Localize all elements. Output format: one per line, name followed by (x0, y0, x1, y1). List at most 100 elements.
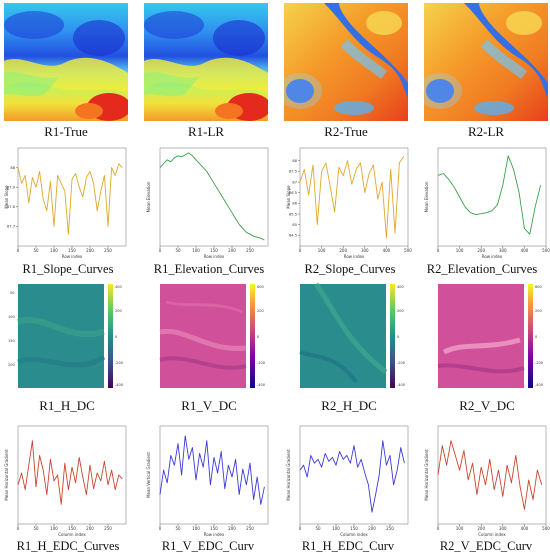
panel-r1-v-dc: 600 200 0 -200 -400 (146, 282, 272, 394)
series-line (299, 156, 405, 238)
x-tick-label: 100 (318, 248, 326, 253)
svg-text:400: 400 (397, 285, 404, 289)
caption-r2-v-dc: R2_V_DC (459, 398, 515, 413)
chart-r2-elevation: 0 100 200 300 400 500 Row index Mean Elevation (424, 147, 550, 259)
x-tick-label: 0 (437, 526, 440, 531)
panel-r2-v-dc: 600 200 0 -200 -400 (424, 282, 550, 394)
caption-r1-true: R1-True (44, 124, 88, 139)
heatmap-r1-v-dc: 600 200 0 -200 -400 (159, 284, 265, 388)
series-line (159, 435, 265, 505)
x-tick-label: 250 (104, 248, 112, 253)
chart-r1-h-edc: 0 50 100 150 200 250 Column index Mean Horizont… (4, 425, 127, 537)
x-tick-label: 0 (437, 248, 440, 253)
x-tick-label: 150 (210, 248, 218, 253)
x-tick-label: 250 (386, 526, 394, 531)
x-tick-label: 100 (456, 526, 464, 531)
caption-r1-v-edc: R1_V_EDC_Curv (161, 539, 255, 553)
x-tick-label: 0 (159, 248, 162, 253)
panel-r1-h-dc: 400 200 0 -200 -400 50 100 150 200 (4, 282, 130, 394)
heatmap-r2-h-dc: 400 200 0 -200 -400 (299, 282, 405, 388)
x-tick-label: 150 (350, 526, 358, 531)
caption-r2-slope: R2_Slope_Curves (304, 262, 396, 276)
caption-r2-lr: R2-LR (467, 124, 505, 139)
svg-text:0: 0 (397, 335, 399, 339)
x-tick-label: 300 (499, 526, 507, 531)
x-tick-label: 200 (86, 248, 94, 253)
x-tick-label: 250 (246, 248, 254, 253)
svg-text:600: 600 (535, 285, 542, 289)
x-tick-label: 200 (477, 248, 485, 253)
plot-frame (159, 147, 269, 247)
svg-text:-400: -400 (397, 383, 405, 387)
svg-text:-200: -200 (257, 361, 265, 365)
y-axis-label: Mean Horizontal Gradient (424, 449, 429, 501)
plot-frame (299, 147, 409, 247)
svg-text:0: 0 (535, 335, 537, 339)
svg-text:200: 200 (535, 309, 542, 313)
caption-r1-elevation: R1_Elevation_Curves (153, 262, 265, 276)
svg-text:600: 600 (257, 285, 264, 289)
x-tick-label: 500 (542, 526, 550, 531)
x-axis-label: Row index (204, 254, 225, 259)
y-axis-label: Mean Slope (286, 185, 291, 209)
x-tick-label: 200 (86, 526, 94, 531)
x-tick-label: 0 (299, 526, 302, 531)
panel-r1-true (4, 3, 128, 121)
x-axis-label: Column index (58, 532, 86, 537)
chart-r2-v-edc: 0 100 200 300 400 500 Column index Mean Horizon… (424, 425, 550, 537)
x-tick-label: 500 (542, 248, 550, 253)
svg-text:-400: -400 (535, 383, 543, 387)
panel-r1-elevation: 0 50 100 150 200 250 Row index Mean Elevation (146, 142, 272, 260)
panel-r2-elevation: 0 100 200 300 400 500 Row index Mean Elevation (424, 142, 550, 260)
x-tick-label: 50 (175, 526, 181, 531)
chart-r2-slope: 0 100 200 300 400 500 84.5 85 85.5 86 86.5 87 87.5 88… (286, 147, 412, 259)
x-tick-label: 100 (192, 526, 200, 531)
series-line (17, 440, 123, 505)
series-line (437, 440, 543, 510)
svg-text:-200: -200 (115, 361, 123, 365)
svg-text:-400: -400 (257, 383, 265, 387)
panel-r2-true (284, 3, 408, 121)
x-tick-label: 200 (228, 526, 236, 531)
x-tick-label: 150 (68, 526, 76, 531)
x-tick-label: 500 (404, 248, 412, 253)
chart-r1-h-edc-b: 0 50 100 150 200 250 Column index Mean Horizont… (286, 425, 409, 537)
x-tick-label: 200 (339, 248, 347, 253)
y-axis-label: Mean Horizontal Gradient (4, 449, 9, 501)
x-axis-label: Row index (344, 254, 365, 259)
x-tick-label: 50 (175, 248, 181, 253)
svg-text:100: 100 (8, 315, 15, 319)
caption-r1-lr: R1-LR (187, 124, 225, 139)
series-line (299, 440, 405, 513)
y-tick-label: 87 (292, 180, 297, 184)
caption-r1-h-edc-b: R1_H_EDC_Curv (301, 539, 395, 553)
svg-text:-400: -400 (115, 383, 123, 387)
x-tick-label: 300 (361, 248, 369, 253)
svg-text:400: 400 (115, 285, 122, 289)
y-tick-label: 88 (292, 159, 297, 163)
x-tick-label: 100 (50, 526, 58, 531)
x-tick-label: 400 (521, 248, 529, 253)
x-axis-label: Row index (482, 254, 503, 259)
caption-r1-v-dc: R1_V_DC (181, 398, 237, 413)
y-tick-label: 86 (292, 202, 297, 206)
x-tick-label: 0 (159, 526, 162, 531)
panel-r1-h-edc: 0 50 100 150 200 250 Column index Mean Horizont… (4, 420, 130, 538)
caption-r2-true: R2-True (324, 124, 368, 139)
svg-text:200: 200 (397, 309, 404, 313)
chart-r1-v-edc: 0 50 100 150 200 250 Row index Mean Vertical Gr… (146, 425, 269, 537)
x-tick-label: 200 (228, 248, 236, 253)
y-tick-label: 86.5 (289, 191, 297, 195)
x-tick-label: 0 (17, 248, 20, 253)
chart-r1-slope: 0 50 100 150 200 250 87.7 87.8 87.9 88 Row index Me… (4, 147, 127, 259)
panel-r1-h-edc-b: 0 50 100 150 200 250 Column index Mean Horizont… (286, 420, 412, 538)
caption-r1-slope: R1_Slope_Curves (22, 262, 114, 276)
svg-text:0: 0 (257, 335, 259, 339)
x-tick-label: 50 (33, 248, 39, 253)
y-axis-label: Mean Elevation (146, 181, 151, 212)
y-tick-label: 84.5 (289, 234, 297, 238)
heatmap-r2-true (284, 3, 408, 121)
x-axis-label: Row index (62, 254, 83, 259)
panel-r1-lr (144, 3, 268, 121)
svg-text:-200: -200 (397, 361, 405, 365)
